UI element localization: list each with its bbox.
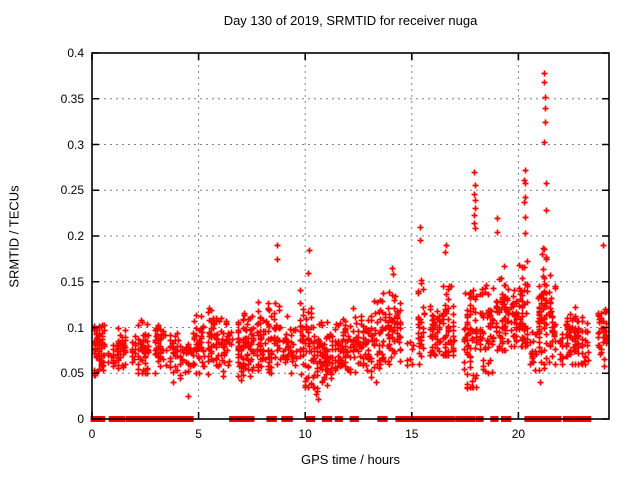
y-tick-label: 0.35 xyxy=(60,91,84,106)
y-tick-label: 0.2 xyxy=(67,229,84,243)
chart-title: Day 130 of 2019, SRMTID for receiver nug… xyxy=(223,13,478,28)
y-tick-label: 0.1 xyxy=(67,320,84,335)
y-tick-label: 0.05 xyxy=(60,366,84,381)
x-axis-label: GPS time / hours xyxy=(301,452,400,467)
y-tick-label: 0.15 xyxy=(60,274,84,289)
y-tick-label: 0.3 xyxy=(67,137,84,152)
y-tick-label: 0.4 xyxy=(67,46,84,60)
x-tick-label: 5 xyxy=(195,427,202,441)
x-tick-label: 15 xyxy=(405,427,419,441)
x-tick-label: 0 xyxy=(88,427,96,441)
x-tick-label: 10 xyxy=(298,427,312,441)
y-tick-label: 0.25 xyxy=(60,183,84,198)
x-tick-label: 20 xyxy=(511,427,526,441)
plot-border xyxy=(91,52,610,420)
y-tick-label: 0 xyxy=(77,412,84,426)
scatter-points xyxy=(91,70,610,403)
